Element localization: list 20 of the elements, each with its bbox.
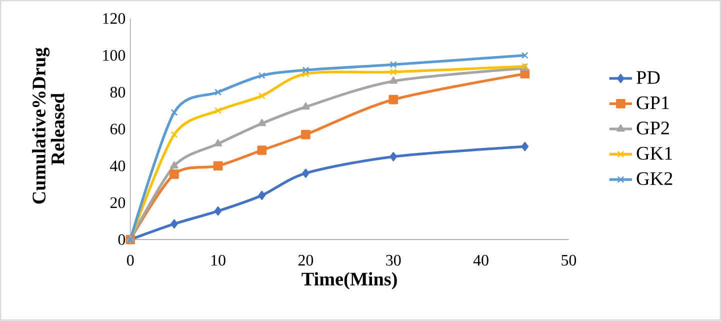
y-axis-title: Cumulative%Drug Released bbox=[32, 48, 64, 204]
x-tick-label: 0 bbox=[126, 254, 134, 266]
legend-label: PD bbox=[636, 71, 660, 84]
x-axis-title: Time(Mins) bbox=[302, 272, 397, 290]
y-tick-label: 120 bbox=[103, 13, 126, 24]
y-tick-label: 100 bbox=[103, 50, 126, 61]
y-tick-label: 0 bbox=[118, 234, 126, 246]
legend-label: GK1 bbox=[636, 147, 672, 160]
x-tick-label: 20 bbox=[298, 254, 314, 266]
legend-label: GP2 bbox=[636, 122, 669, 135]
x-tick-label: 50 bbox=[562, 254, 576, 266]
x-tick-label: 10 bbox=[211, 254, 226, 266]
x-tick-label: 30 bbox=[386, 254, 401, 266]
y-tick-label: 40 bbox=[110, 160, 126, 172]
legend-label: GK2 bbox=[636, 172, 672, 186]
y-tick-label: 60 bbox=[110, 124, 126, 134]
x-tick-label: 40 bbox=[473, 254, 488, 266]
y-tick-label: 20 bbox=[110, 197, 126, 208]
legend-label: GP1 bbox=[636, 96, 669, 110]
y-tick-label: 80 bbox=[110, 86, 126, 98]
